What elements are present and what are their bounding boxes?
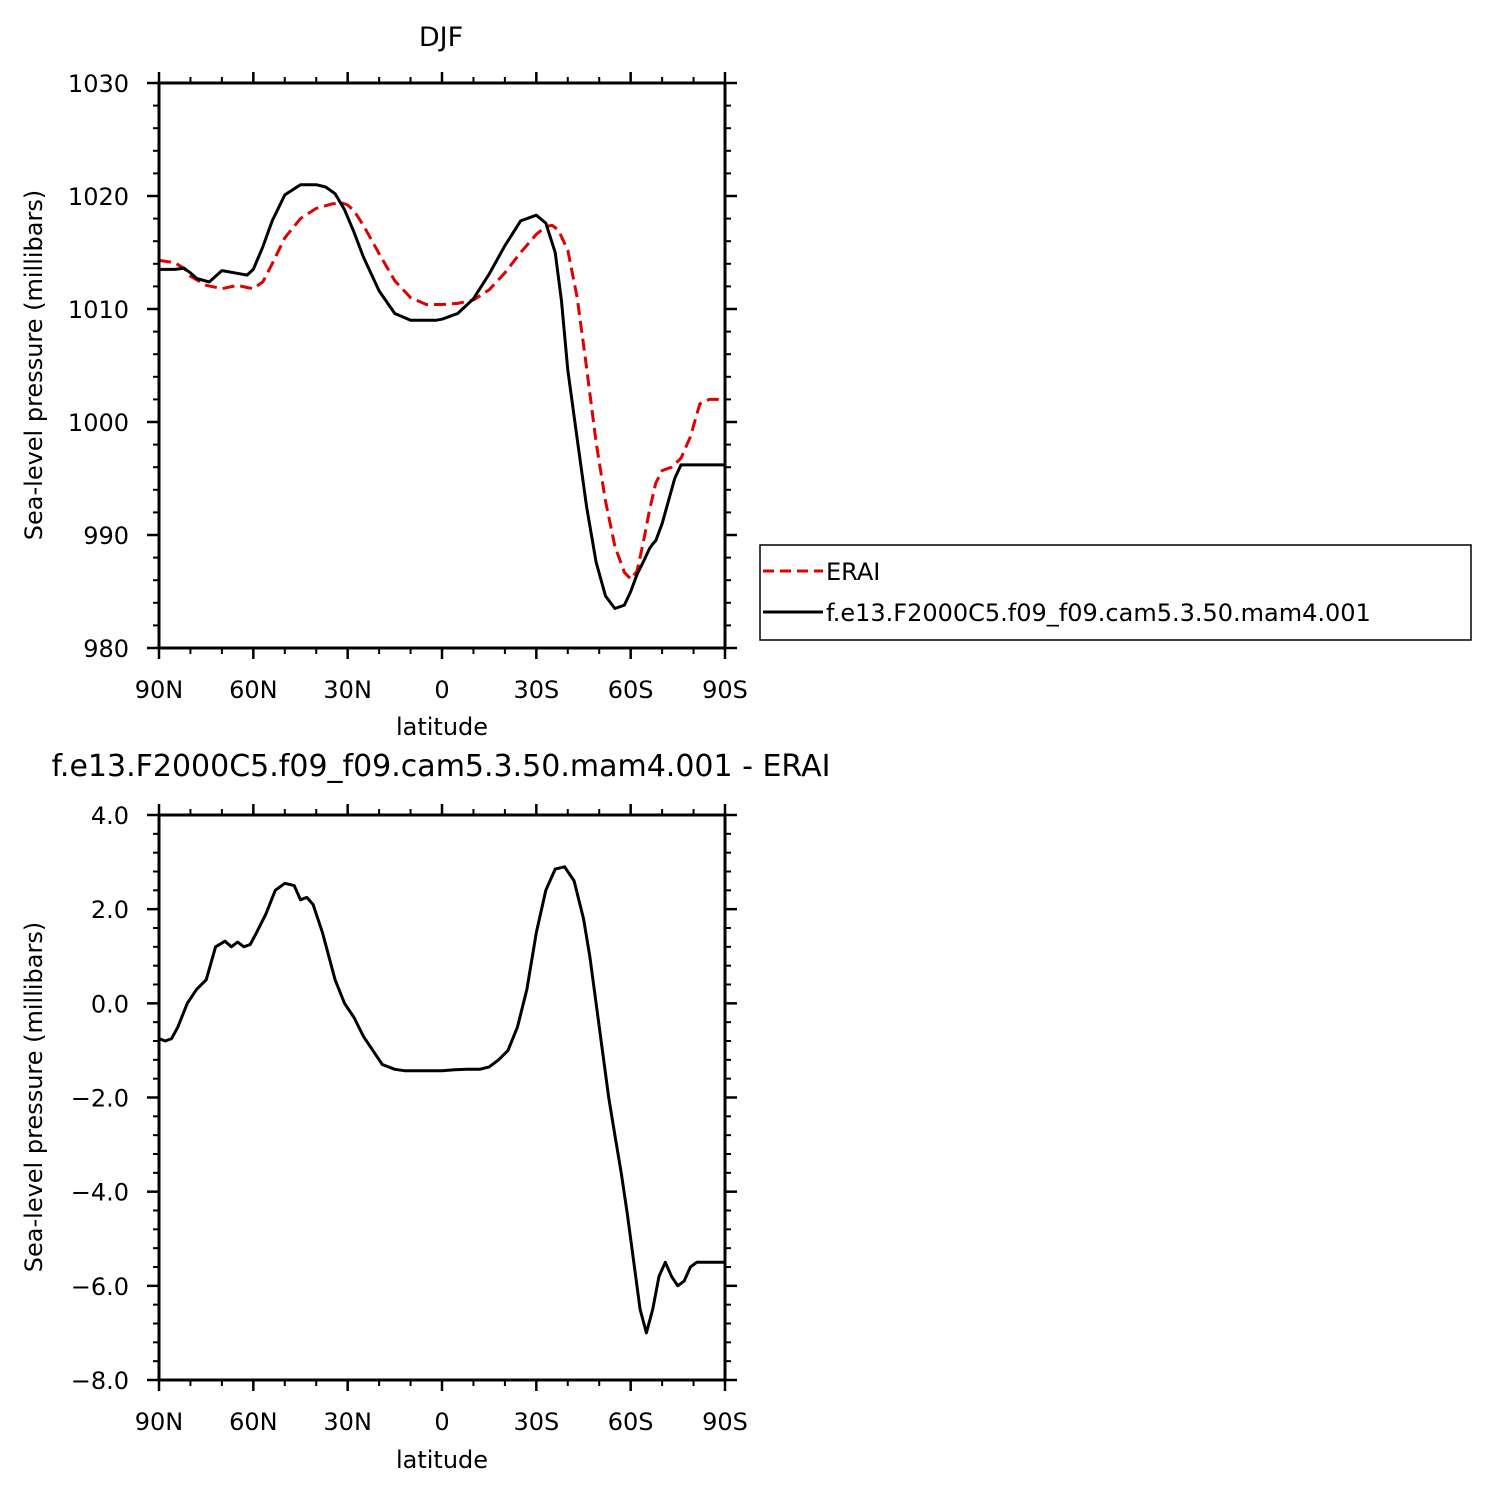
top-y-tick-label: 1020 (68, 183, 129, 211)
top-y-tick-label: 980 (83, 635, 129, 663)
bottom-y-tick-label: −6.0 (71, 1273, 129, 1301)
bottom-axes-ticks: 90N 60N 30N 0 30S 60S 90S −8.0 −6.0 −4.0 −2.0 0.0 2.… (71, 802, 748, 1436)
top-x-tick-label: 60N (229, 676, 278, 704)
bottom-y-tick-label: 2.0 (91, 896, 129, 924)
bottom-x-tick-label: 60N (229, 1408, 278, 1436)
bottom-y-tick-label: 4.0 (91, 802, 129, 830)
bottom-series-group (158, 865, 725, 1335)
bottom-plot-frame (157, 813, 727, 1382)
top-x-tick-label: 90S (702, 676, 748, 704)
top-plot-frame (157, 81, 727, 650)
top-y-tick-label: 990 (83, 522, 129, 550)
top-series-line-model (159, 183, 725, 610)
top-x-tick-label: 60S (608, 676, 654, 704)
bottom-x-tick-label: 30S (513, 1408, 559, 1436)
bottom-x-tick-label: 30N (323, 1408, 372, 1436)
bottom-x-tick-label: 0 (434, 1408, 449, 1436)
bottom-x-tick-label: 90N (135, 1408, 184, 1436)
bottom-x-axis-label: latitude (396, 1446, 488, 1474)
legend-label-erai: ERAI (826, 558, 880, 586)
top-x-tick-label: 0 (434, 676, 449, 704)
top-x-axis-label: latitude (396, 713, 488, 741)
top-y-axis-label: Sea-level pressure (millibars) (20, 190, 48, 540)
legend: ERAI f.e13.F2000C5.f09_f09.cam5.3.50.mam… (759, 544, 1472, 641)
top-series-group (158, 183, 725, 610)
bottom-y-tick-label: −4.0 (71, 1179, 129, 1207)
bottom-y-tick-label: −8.0 (71, 1367, 129, 1395)
top-x-tick-label: 30S (513, 676, 559, 704)
bottom-x-tick-label: 60S (608, 1408, 654, 1436)
bottom-y-tick-label: −2.0 (71, 1085, 129, 1113)
top-panel: DJF 90N 60N 30N 0 30S 60S 90S 980 990 1000 1010 102… (20, 22, 748, 741)
legend-label-model: f.e13.F2000C5.f09_f09.cam5.3.50.mam4.001 (826, 599, 1371, 627)
bottom-series-line-model (158, 865, 725, 1335)
top-series-line-erai (158, 201, 725, 581)
top-x-tick-label: 30N (323, 676, 372, 704)
bottom-y-tick-label: 0.0 (91, 990, 129, 1018)
top-y-tick-label: 1030 (68, 70, 129, 98)
top-y-tick-label: 1000 (68, 409, 129, 437)
top-x-tick-label: 90N (135, 676, 184, 704)
bottom-panel: f.e13.F2000C5.f09_f09.cam5.3.50.mam4.001… (20, 749, 830, 1474)
top-axes-ticks: 90N 60N 30N 0 30S 60S 90S 980 990 1000 1010 1020 103… (68, 70, 748, 704)
top-title: DJF (419, 22, 463, 53)
legend-box (759, 544, 1472, 641)
bottom-x-tick-label: 90S (702, 1408, 748, 1436)
bottom-y-axis-label: Sea-level pressure (millibars) (20, 922, 48, 1272)
bottom-title: f.e13.F2000C5.f09_f09.cam5.3.50.mam4.001… (52, 749, 831, 784)
top-y-tick-label: 1010 (68, 296, 129, 324)
